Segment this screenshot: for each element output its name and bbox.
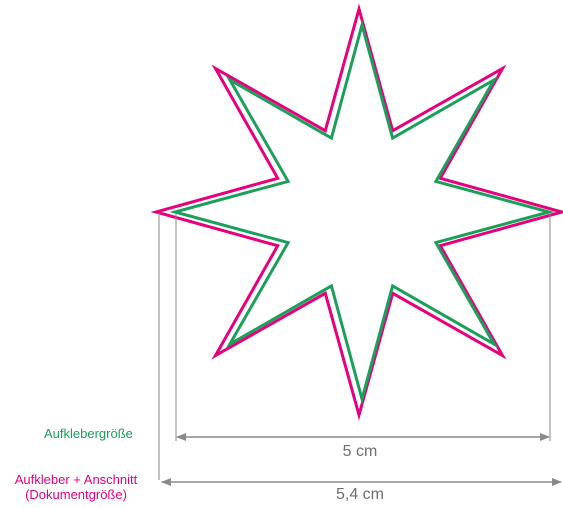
sticker-outline-star (169, 19, 555, 405)
bleed-dimension-value: 5,4 cm (335, 486, 384, 503)
sticker-bleed-label-line2: (Dokumentgröße) (25, 486, 127, 502)
sticker-dimension-value: 5 cm (342, 443, 378, 460)
bleed-outline-star (150, 3, 563, 421)
sticker-size-label: Aufklebergröße (44, 426, 133, 441)
sticker-bleed-label-line1: Aufkleber + Anschnitt (14, 472, 138, 487)
sticker-bleed-label: Aufkleber + Anschnitt (Dokumentgröße) (0, 472, 152, 503)
